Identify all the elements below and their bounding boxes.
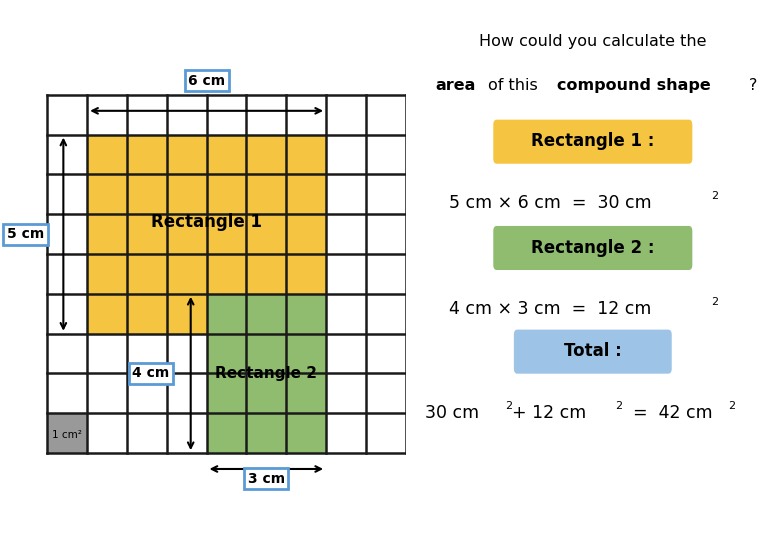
Text: Rectangle 2: Rectangle 2 xyxy=(215,366,317,381)
Text: 6 cm: 6 cm xyxy=(188,74,225,88)
Text: 30 cm: 30 cm xyxy=(424,403,479,422)
Text: + 12 cm: + 12 cm xyxy=(512,403,587,422)
FancyBboxPatch shape xyxy=(493,226,693,270)
Text: 2: 2 xyxy=(711,297,718,307)
Text: Total :: Total : xyxy=(564,342,622,360)
FancyBboxPatch shape xyxy=(514,329,672,374)
Text: 2: 2 xyxy=(729,401,736,411)
Text: 5 cm: 5 cm xyxy=(7,227,44,241)
Text: Rectangle 1 :: Rectangle 1 : xyxy=(531,132,654,151)
Text: area: area xyxy=(435,78,475,93)
Text: 5 cm × 6 cm  =  30 cm: 5 cm × 6 cm = 30 cm xyxy=(448,194,651,212)
Text: =  42 cm: = 42 cm xyxy=(622,403,713,422)
Text: 2: 2 xyxy=(711,191,718,201)
Text: 4 cm: 4 cm xyxy=(133,367,169,381)
Text: How could you calculate the: How could you calculate the xyxy=(479,35,707,49)
Text: Rectangle 1: Rectangle 1 xyxy=(151,213,262,231)
Text: 1 cm²: 1 cm² xyxy=(52,430,82,440)
Text: of this: of this xyxy=(488,78,538,93)
FancyBboxPatch shape xyxy=(493,120,693,164)
Text: Rectangle 2 :: Rectangle 2 : xyxy=(531,239,654,256)
Text: 4 cm × 3 cm  =  12 cm: 4 cm × 3 cm = 12 cm xyxy=(448,300,651,318)
Text: compound shape: compound shape xyxy=(557,78,711,93)
Bar xyxy=(48,413,87,453)
Bar xyxy=(207,294,326,453)
Text: 2: 2 xyxy=(615,401,622,411)
Bar xyxy=(87,134,326,334)
Text: 2: 2 xyxy=(505,401,512,411)
Text: 3 cm: 3 cm xyxy=(248,472,285,486)
Text: ?: ? xyxy=(749,78,757,93)
